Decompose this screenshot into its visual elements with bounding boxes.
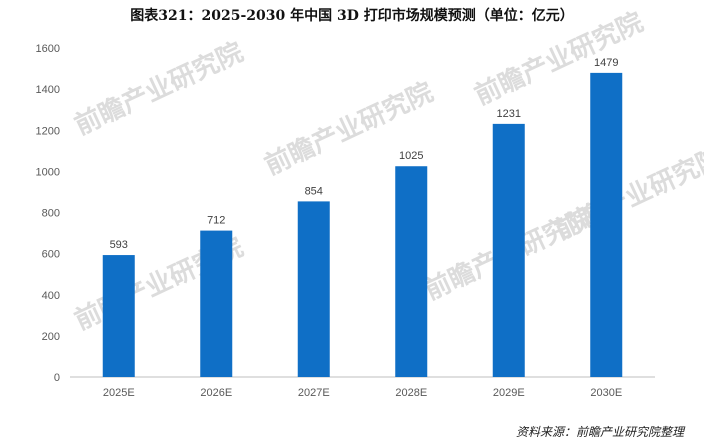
x-axis-ticks: 2025E 2026E 2027E 2028E 2029E 2030E (103, 387, 622, 399)
bar-2028E (395, 166, 428, 377)
bar-2025E (102, 255, 135, 377)
x-tick-label: 2030E (590, 387, 622, 399)
data-label: 1479 (594, 57, 618, 69)
x-tick-label: 2027E (298, 387, 330, 399)
y-axis-ticks: 0 200 400 600 800 1000 1200 1400 1600 (36, 43, 60, 384)
bar-2026E (200, 230, 233, 377)
y-tick-label: 1400 (36, 84, 60, 96)
bar-2030E (590, 72, 623, 378)
data-label: 1231 (497, 108, 521, 120)
y-tick-label: 400 (42, 290, 60, 302)
y-tick-label: 1600 (36, 43, 60, 55)
y-tick-label: 1000 (36, 166, 60, 178)
watermark-text: 前瞻产业研究院 (70, 36, 248, 141)
bars-group (102, 72, 623, 378)
data-label: 712 (207, 215, 225, 227)
source-note: 资料来源：前瞻产业研究院整理 (515, 425, 684, 439)
data-label: 593 (110, 239, 128, 251)
x-tick-label: 2025E (103, 387, 135, 399)
data-label: 1025 (399, 150, 423, 162)
x-tick-label: 2029E (493, 387, 525, 399)
data-labels-group: 593 712 854 1025 1231 1479 (110, 57, 619, 251)
y-tick-label: 200 (42, 331, 60, 343)
data-label: 854 (305, 185, 323, 197)
bar-2029E (492, 123, 525, 377)
y-tick-label: 0 (54, 372, 60, 384)
y-tick-label: 1200 (36, 125, 60, 137)
y-tick-label: 800 (42, 208, 60, 220)
watermark-text: 前瞻产业研究院 (550, 141, 704, 246)
watermark-text: 前瞻产业研究院 (260, 76, 438, 181)
bar-2027E (297, 201, 330, 377)
chart-title: 图表321：2025-2030 年中国 3D 打印市场规模预测（单位：亿元） (130, 8, 574, 24)
x-tick-label: 2026E (200, 387, 232, 399)
x-tick-label: 2028E (395, 387, 427, 399)
y-tick-label: 600 (42, 249, 60, 261)
